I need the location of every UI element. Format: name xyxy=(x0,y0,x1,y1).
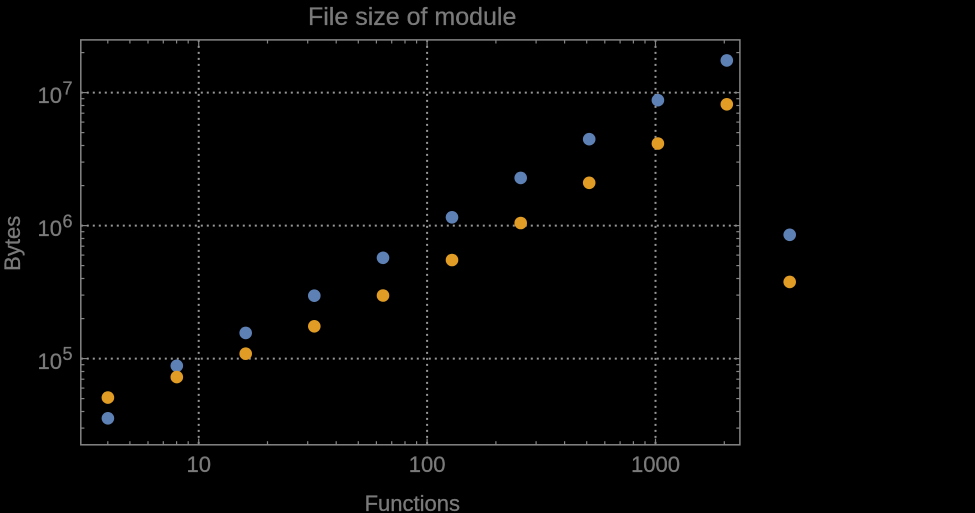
svg-text:5: 5 xyxy=(63,344,73,364)
svg-text:Functions: Functions xyxy=(365,491,460,513)
svg-text:7: 7 xyxy=(63,78,73,98)
svg-text:10: 10 xyxy=(38,83,62,108)
svg-text:File size of module: File size of module xyxy=(308,3,516,31)
svg-text:1000: 1000 xyxy=(631,452,680,477)
svg-text:10: 10 xyxy=(186,452,210,477)
svg-text:100: 100 xyxy=(409,452,446,477)
svg-text:10: 10 xyxy=(38,216,62,241)
svg-text:10: 10 xyxy=(38,349,62,374)
svg-text:Bytes: Bytes xyxy=(0,216,25,271)
svg-text:6: 6 xyxy=(63,212,73,232)
